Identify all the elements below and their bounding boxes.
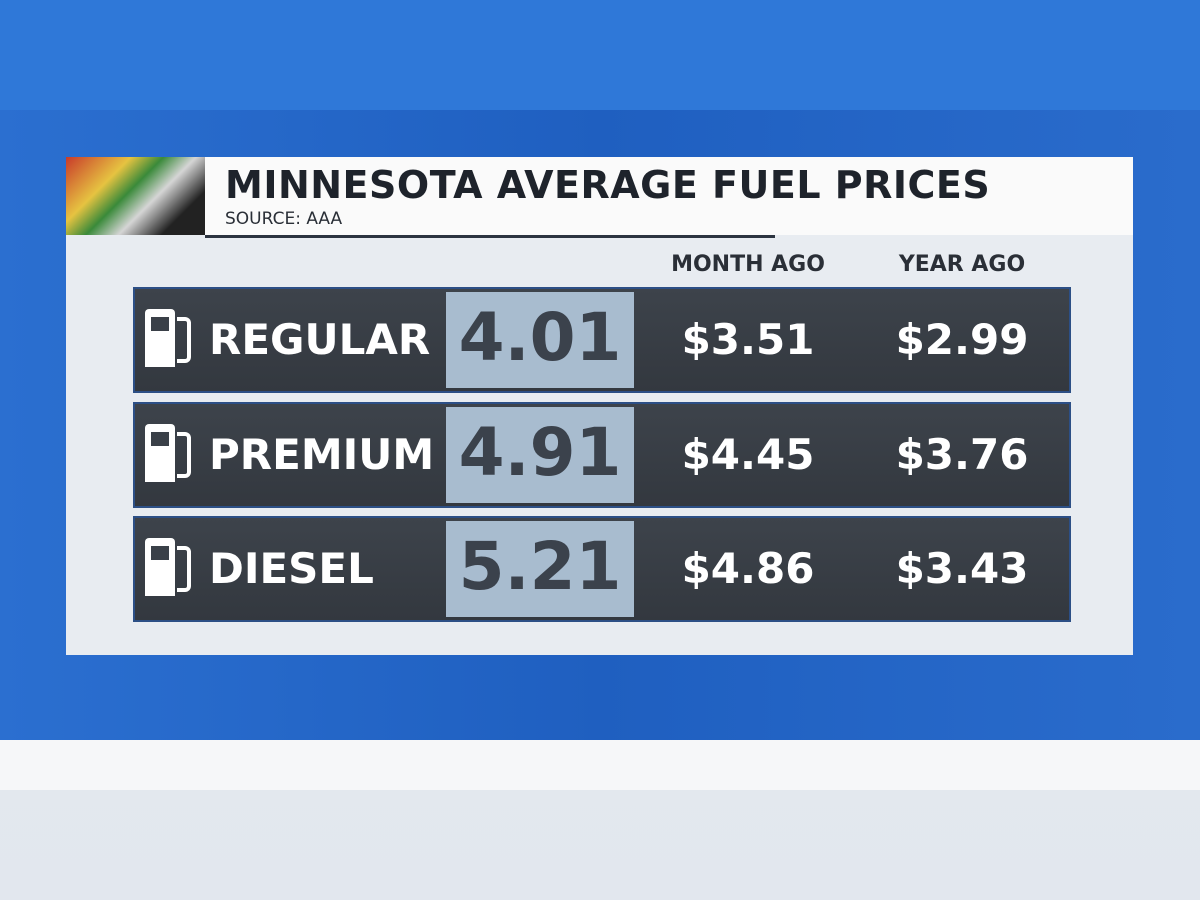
- panel-header: [66, 157, 1133, 235]
- source: SOURCE: AAA: [225, 209, 343, 229]
- current-box: [446, 407, 634, 503]
- white-strip: [0, 740, 1200, 790]
- pump-hose: [177, 546, 191, 592]
- year-ago-price: $2.99: [895, 315, 1029, 364]
- current-price: 4.91: [458, 414, 622, 491]
- month-ago-price: $3.51: [681, 315, 815, 364]
- pump-hose: [177, 432, 191, 478]
- fuel-name: DIESEL: [209, 544, 374, 593]
- fuel-name: PREMIUM: [209, 430, 435, 479]
- thumbnail: [66, 157, 205, 235]
- current-price: 4.01: [458, 299, 622, 376]
- column-header: YEAR AGO: [898, 252, 1026, 277]
- pump-window: [151, 317, 169, 331]
- fuel-name: REGULAR: [209, 315, 431, 364]
- top-band: [0, 0, 1200, 110]
- month-ago-price: $4.86: [681, 544, 815, 593]
- header-rule: [205, 235, 775, 238]
- column-header: MONTH AGO: [671, 252, 825, 277]
- year-ago-price: $3.43: [895, 544, 1029, 593]
- pump-hose: [177, 317, 191, 363]
- pump-window: [151, 432, 169, 446]
- year-ago-price: $3.76: [895, 430, 1029, 479]
- pump-window: [151, 546, 169, 560]
- current-box: [446, 292, 634, 388]
- current-price: 5.21: [458, 528, 622, 605]
- month-ago-price: $4.45: [681, 430, 815, 479]
- current-box: [446, 521, 634, 617]
- title: MINNESOTA AVERAGE FUEL PRICES: [225, 163, 991, 207]
